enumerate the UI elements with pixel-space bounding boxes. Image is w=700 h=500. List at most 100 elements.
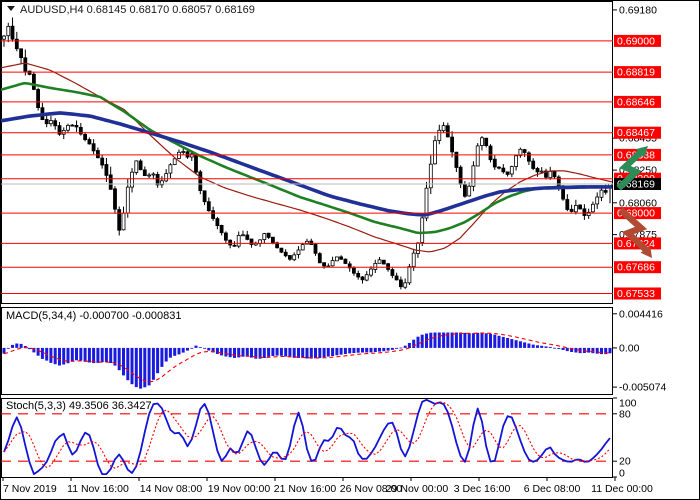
macd-histogram-bar (32, 347, 36, 353)
macd-axis-label: -0.005074 (619, 382, 666, 394)
candle-body (492, 158, 497, 168)
arrow-up-icon[interactable] (616, 147, 646, 191)
candle-body (87, 139, 92, 145)
candle-body (437, 129, 442, 141)
candle-body (539, 170, 544, 173)
macd-histogram-bar (540, 345, 544, 348)
candle-body (420, 217, 425, 243)
candle-body (19, 48, 24, 58)
price-axis-label: 0.68060 (619, 197, 657, 209)
level-price-badge (614, 34, 661, 47)
macd-histogram-bar (228, 347, 232, 358)
macd-histogram-bar (608, 347, 612, 354)
candle-body (104, 164, 109, 176)
candle-body (462, 183, 467, 197)
macd-histogram-bar (467, 333, 471, 348)
arrow-up-head-icon[interactable] (635, 146, 648, 158)
macd-histogram-bar (36, 347, 40, 356)
candle-body (458, 166, 463, 185)
candle-body (10, 25, 15, 40)
level-price-badge (614, 95, 661, 108)
macd-histogram-bar (79, 347, 83, 361)
candle-body (130, 171, 134, 188)
candle-body (245, 234, 250, 240)
macd-histogram-bar (58, 347, 61, 366)
time-axis[interactable]: 7 Nov 2019 11 Nov 16:00 14 Nov 08:00 19 Nov… (2, 477, 653, 495)
time-axis-label: 3 Dec 16:00 (454, 483, 511, 495)
macd-histogram-bar (501, 336, 505, 348)
candle-body (215, 218, 220, 227)
macd-histogram-bar (463, 332, 467, 348)
macd-histogram-bar (66, 347, 70, 364)
macd-histogram-bar (262, 347, 266, 358)
level-price-badge (614, 287, 661, 300)
macd-histogram-bar (19, 343, 23, 348)
candle-body (83, 133, 87, 140)
stoch-pane[interactable] (1, 398, 613, 475)
macd-histogram-bar (536, 345, 539, 348)
candle-body (467, 185, 472, 197)
macd-histogram-bar (339, 347, 343, 355)
macd-histogram-bar (425, 333, 428, 348)
stoch-indicator-label: Stoch(5,3,3) 49.3506 36.3427 (6, 400, 152, 412)
macd-histogram-bar (168, 347, 172, 358)
macd-histogram-bar (497, 335, 501, 348)
macd-histogram-bar (190, 347, 194, 349)
candle-body (172, 158, 177, 165)
macd-histogram-bar (365, 347, 369, 353)
macd-histogram-bar (523, 342, 527, 348)
candle-body (569, 208, 574, 212)
candle-body (70, 124, 75, 127)
candle-body (305, 240, 309, 245)
macd-histogram-bar (544, 346, 548, 348)
trend-arrow-annotations[interactable] (616, 146, 652, 258)
candle-body (202, 190, 207, 203)
macd-histogram-bar (561, 347, 565, 350)
candle-body (356, 272, 361, 278)
macd-pane[interactable] (2, 332, 612, 389)
candle-body (505, 171, 510, 175)
candle-body (603, 190, 608, 193)
macd-histogram-bar (506, 338, 510, 348)
candle-body (484, 137, 489, 146)
candle-body (578, 204, 582, 210)
macd-histogram-bar (87, 347, 91, 363)
symbol-dropdown-icon[interactable] (7, 6, 15, 11)
macd-histogram-bar (361, 347, 364, 353)
macd-histogram-bar (92, 347, 96, 364)
stoch-signal-line (3, 401, 611, 469)
candle-body (364, 274, 369, 281)
macd-histogram-bar (574, 347, 578, 353)
macd-histogram-bar (484, 333, 488, 348)
candle-body (501, 167, 506, 173)
macd-histogram-bar (531, 344, 535, 348)
arrow-down-head-icon[interactable] (640, 245, 652, 258)
macd-histogram-bar (600, 347, 603, 355)
candle-body (241, 234, 245, 237)
macd-histogram-bar (309, 347, 313, 359)
macd-histogram-bar (518, 341, 522, 348)
level-price-badge (614, 66, 661, 79)
main-price-pane[interactable] (0, 17, 613, 294)
candle-body (309, 240, 314, 246)
candle-body (168, 164, 173, 174)
macd-histogram-bar (2, 347, 6, 354)
candle-body (313, 243, 318, 254)
macd-histogram-bar (126, 347, 130, 381)
candle-body (471, 165, 476, 187)
macd-axis-label: 0.00 (619, 342, 640, 354)
arrow-down-icon[interactable] (618, 207, 650, 254)
macd-histogram-bar (83, 347, 87, 362)
candle-body (142, 169, 147, 176)
macd-histogram-bar (565, 347, 569, 352)
candle-body (322, 262, 327, 267)
candle-body (296, 249, 301, 255)
candle-body (292, 254, 297, 261)
macd-histogram-bar (117, 347, 121, 371)
level-price-badge-label: 0.69000 (617, 35, 655, 47)
macd-histogram-bar (194, 345, 198, 348)
macd-histogram-bar (224, 347, 228, 357)
macd-histogram-bar (297, 347, 300, 358)
